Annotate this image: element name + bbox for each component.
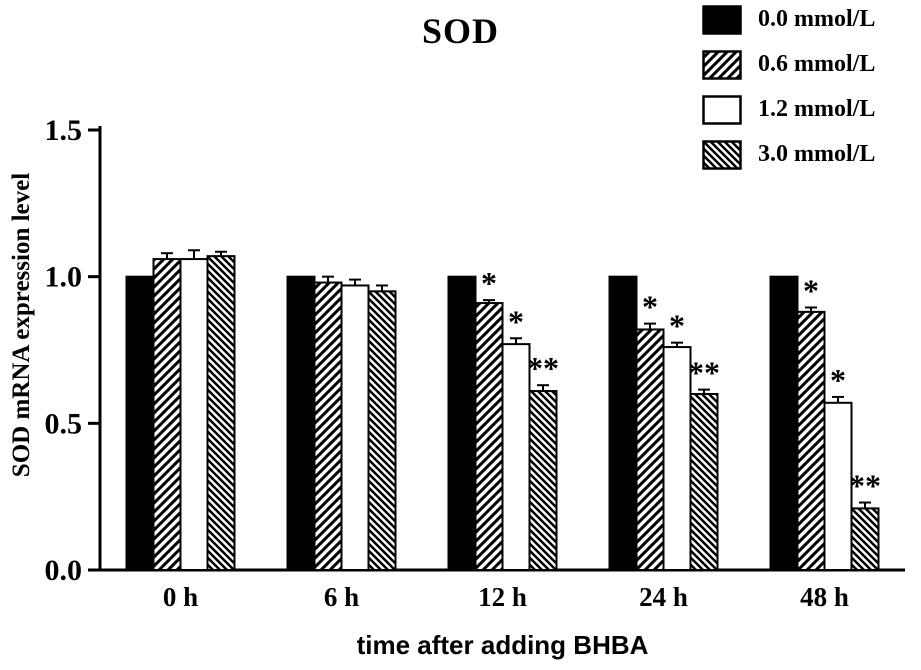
bar-3.0mmol/L-6h bbox=[367, 290, 397, 571]
significance-mark: * bbox=[508, 303, 524, 339]
x-category-label: 48 h bbox=[800, 582, 849, 612]
bar-3.0mmol/L-48h bbox=[850, 507, 880, 571]
bar-1.2mmol/L-0h bbox=[179, 258, 209, 571]
x-category-label: 0 h bbox=[163, 582, 198, 612]
x-category-label: 12 h bbox=[478, 582, 527, 612]
significance-mark: ** bbox=[527, 350, 559, 386]
bar-1.2mmol/L-12h bbox=[501, 343, 531, 571]
significance-mark: * bbox=[803, 272, 819, 308]
legend-label: 1.2 mmol/L bbox=[758, 96, 876, 122]
legend-label: 3.0 mmol/L bbox=[758, 141, 876, 167]
bar-0.0mmol/L-24h bbox=[608, 275, 638, 571]
significance-mark: * bbox=[669, 308, 685, 344]
significance-mark: * bbox=[481, 265, 497, 301]
legend-item-0.6mmol/L: 0.6 mmol/L bbox=[702, 49, 875, 80]
legend-item-3.0mmol/L: 3.0 mmol/L bbox=[702, 139, 875, 170]
bar-0.0mmol/L-12h bbox=[447, 275, 477, 571]
legend-label: 0.0 mmol/L bbox=[758, 6, 876, 32]
bar-0.6mmol/L-24h bbox=[635, 328, 665, 572]
legend-swatch-hatch-up bbox=[702, 49, 742, 80]
legend-swatch-hatch-down bbox=[702, 139, 742, 170]
legend-swatch-white bbox=[702, 94, 742, 125]
bar-0.0mmol/L-6h bbox=[286, 275, 316, 571]
y-tick-label: 1.0 bbox=[45, 261, 83, 294]
bar-3.0mmol/L-24h bbox=[689, 393, 719, 571]
legend: 0.0 mmol/L 0.6 mmol/L 1.2 mmol/L 3.0 mmol/L bbox=[702, 4, 875, 170]
legend-item-0.0mmol/L: 0.0 mmol/L bbox=[702, 4, 875, 35]
significance-mark: * bbox=[830, 362, 846, 398]
bar-1.2mmol/L-48h bbox=[823, 401, 853, 571]
bar-1.2mmol/L-6h bbox=[340, 284, 370, 571]
legend-swatch-black bbox=[702, 4, 742, 35]
x-axis-label: time after adding BHBA bbox=[356, 630, 649, 660]
significance-mark: ** bbox=[688, 355, 720, 391]
legend-item-1.2mmol/L: 1.2 mmol/L bbox=[702, 94, 875, 125]
x-category-label: 6 h bbox=[324, 582, 359, 612]
bar-0.6mmol/L-0h bbox=[152, 258, 182, 571]
x-category-label: 24 h bbox=[639, 582, 688, 612]
bar-3.0mmol/L-0h bbox=[206, 255, 236, 571]
bar-3.0mmol/L-12h bbox=[528, 390, 558, 572]
y-tick-label: 0.5 bbox=[45, 407, 83, 440]
bar-0.0mmol/L-0h bbox=[125, 275, 155, 571]
chart-title: SOD bbox=[421, 11, 500, 51]
significance-mark: ** bbox=[849, 468, 881, 504]
y-axis-label: SOD mRNA expression level bbox=[8, 172, 35, 478]
bar-0.6mmol/L-6h bbox=[313, 281, 343, 571]
y-tick-label: 1.5 bbox=[45, 114, 83, 147]
bar-0.6mmol/L-48h bbox=[796, 310, 826, 571]
legend-label: 0.6 mmol/L bbox=[758, 51, 876, 77]
y-tick-label: 0.0 bbox=[45, 554, 83, 587]
bar-1.2mmol/L-24h bbox=[662, 346, 692, 572]
bar-0.0mmol/L-48h bbox=[769, 275, 799, 571]
significance-mark: * bbox=[642, 289, 658, 325]
bar-0.6mmol/L-12h bbox=[474, 302, 504, 571]
